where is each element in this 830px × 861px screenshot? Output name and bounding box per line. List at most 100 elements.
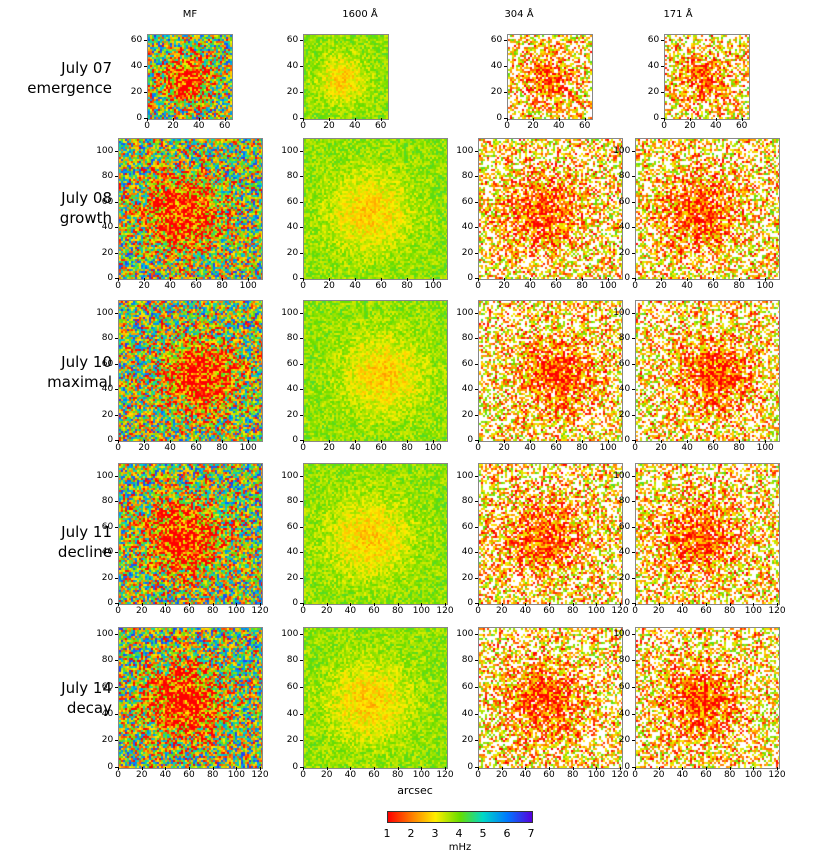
x-tick-label: 80 xyxy=(206,606,219,616)
x-tick-mark xyxy=(433,278,434,281)
x-tick-label: 0 xyxy=(115,606,121,616)
y-tick-label: 40 xyxy=(286,384,299,395)
x-tick-mark xyxy=(682,603,684,606)
x-tick-mark xyxy=(530,278,531,281)
panel-mf-row1 xyxy=(118,138,263,280)
x-tick-label: 60 xyxy=(707,281,719,291)
y-tick-mark xyxy=(115,713,118,715)
x-tick-mark xyxy=(188,767,190,770)
x-tick-label: 40 xyxy=(519,770,532,780)
power-map-image xyxy=(635,300,780,442)
panel-304-row1 xyxy=(478,138,623,280)
x-tick-mark xyxy=(259,603,261,606)
y-tick-label: 0 xyxy=(467,762,474,772)
row-label-1: July 08 growth xyxy=(0,188,112,228)
y-tick-label: 40 xyxy=(647,61,660,72)
y-tick-label: 60 xyxy=(461,521,474,532)
y-tick-mark xyxy=(632,338,635,340)
y-tick-label: 40 xyxy=(101,547,114,558)
power-map-image xyxy=(635,138,780,280)
y-tick-label: 60 xyxy=(101,682,114,692)
power-map-image xyxy=(303,34,389,120)
row-date: July 07 xyxy=(61,59,112,77)
power-map-image xyxy=(147,34,233,120)
y-tick-label: 0 xyxy=(292,762,299,772)
y-tick-label: 20 xyxy=(461,572,474,583)
x-tick-label: 0 xyxy=(300,770,306,780)
x-tick-label: 60 xyxy=(707,443,719,453)
x-tick-label: 120 xyxy=(611,606,629,616)
panel-304-row3 xyxy=(478,463,623,605)
x-tick-label: 60 xyxy=(375,443,387,453)
x-tick-mark xyxy=(705,767,707,770)
x-tick-mark xyxy=(501,767,503,770)
x-tick-mark xyxy=(355,278,356,281)
x-tick-mark xyxy=(118,767,119,770)
x-tick-label: 20 xyxy=(653,770,665,780)
x-tick-mark xyxy=(608,440,609,443)
x-tick-mark xyxy=(144,278,145,281)
y-tick-mark xyxy=(115,389,118,391)
y-tick-mark xyxy=(475,150,478,152)
colorbar-tick-2: 2 xyxy=(407,827,415,840)
x-tick-label: 120 xyxy=(611,770,629,780)
x-tick-label: 80 xyxy=(566,606,579,616)
row-label-2: July 10 maximal xyxy=(0,352,112,392)
row-label-0: July 07 emergence xyxy=(0,58,112,98)
y-tick-mark xyxy=(475,176,478,178)
x-tick-label: 20 xyxy=(136,606,148,616)
y-tick-mark xyxy=(632,740,635,742)
x-tick-mark xyxy=(212,603,214,606)
x-tick-label: 100 xyxy=(412,770,430,780)
x-tick-mark xyxy=(572,767,574,770)
x-tick-label: 80 xyxy=(733,443,745,453)
x-tick-label: 20 xyxy=(138,281,150,291)
power-map-image xyxy=(478,463,623,605)
x-tick-mark xyxy=(776,767,778,770)
y-tick-label: 60 xyxy=(618,521,631,532)
y-tick-mark xyxy=(115,338,118,340)
x-tick-mark xyxy=(504,278,505,281)
x-tick-mark xyxy=(715,118,717,121)
x-tick-mark xyxy=(421,603,423,606)
y-tick-label: 80 xyxy=(101,655,114,666)
x-tick-label: 0 xyxy=(300,606,306,616)
x-tick-mark xyxy=(532,118,534,121)
x-tick-label: 40 xyxy=(164,281,176,291)
x-tick-label: 120 xyxy=(251,606,269,616)
y-tick-mark xyxy=(475,740,478,742)
power-map-image xyxy=(664,34,750,120)
x-tick-label: 100 xyxy=(587,606,605,616)
x-tick-label: 40 xyxy=(553,121,565,131)
y-tick-mark xyxy=(144,40,147,42)
x-tick-mark xyxy=(236,767,238,770)
y-tick-label: 40 xyxy=(618,547,631,558)
y-tick-label: 60 xyxy=(286,196,299,207)
x-tick-label: 60 xyxy=(550,281,562,291)
x-tick-label: 80 xyxy=(576,281,588,291)
x-tick-mark xyxy=(354,118,356,121)
y-tick-label: 0 xyxy=(107,598,114,608)
x-tick-label: 120 xyxy=(436,606,454,616)
x-tick-mark xyxy=(548,603,550,606)
x-tick-mark xyxy=(661,440,662,443)
x-tick-mark xyxy=(326,767,328,770)
power-map-image xyxy=(118,138,263,280)
y-tick-label: 20 xyxy=(101,572,114,583)
y-tick-mark xyxy=(475,312,478,314)
y-tick-mark xyxy=(475,389,478,391)
x-tick-label: 20 xyxy=(496,606,508,616)
y-tick-label: 60 xyxy=(461,682,474,692)
power-map-image xyxy=(478,300,623,442)
y-tick-label: 0 xyxy=(624,273,631,283)
y-tick-label: 0 xyxy=(292,435,299,445)
y-tick-mark xyxy=(632,660,635,662)
x-tick-mark xyxy=(329,278,330,281)
x-tick-mark xyxy=(619,603,621,606)
y-tick-label: 40 xyxy=(130,61,143,72)
x-tick-label: 40 xyxy=(159,770,172,780)
x-tick-label: 20 xyxy=(323,281,335,291)
x-tick-mark xyxy=(147,118,148,121)
y-tick-mark xyxy=(632,227,635,229)
y-tick-mark xyxy=(144,92,147,94)
